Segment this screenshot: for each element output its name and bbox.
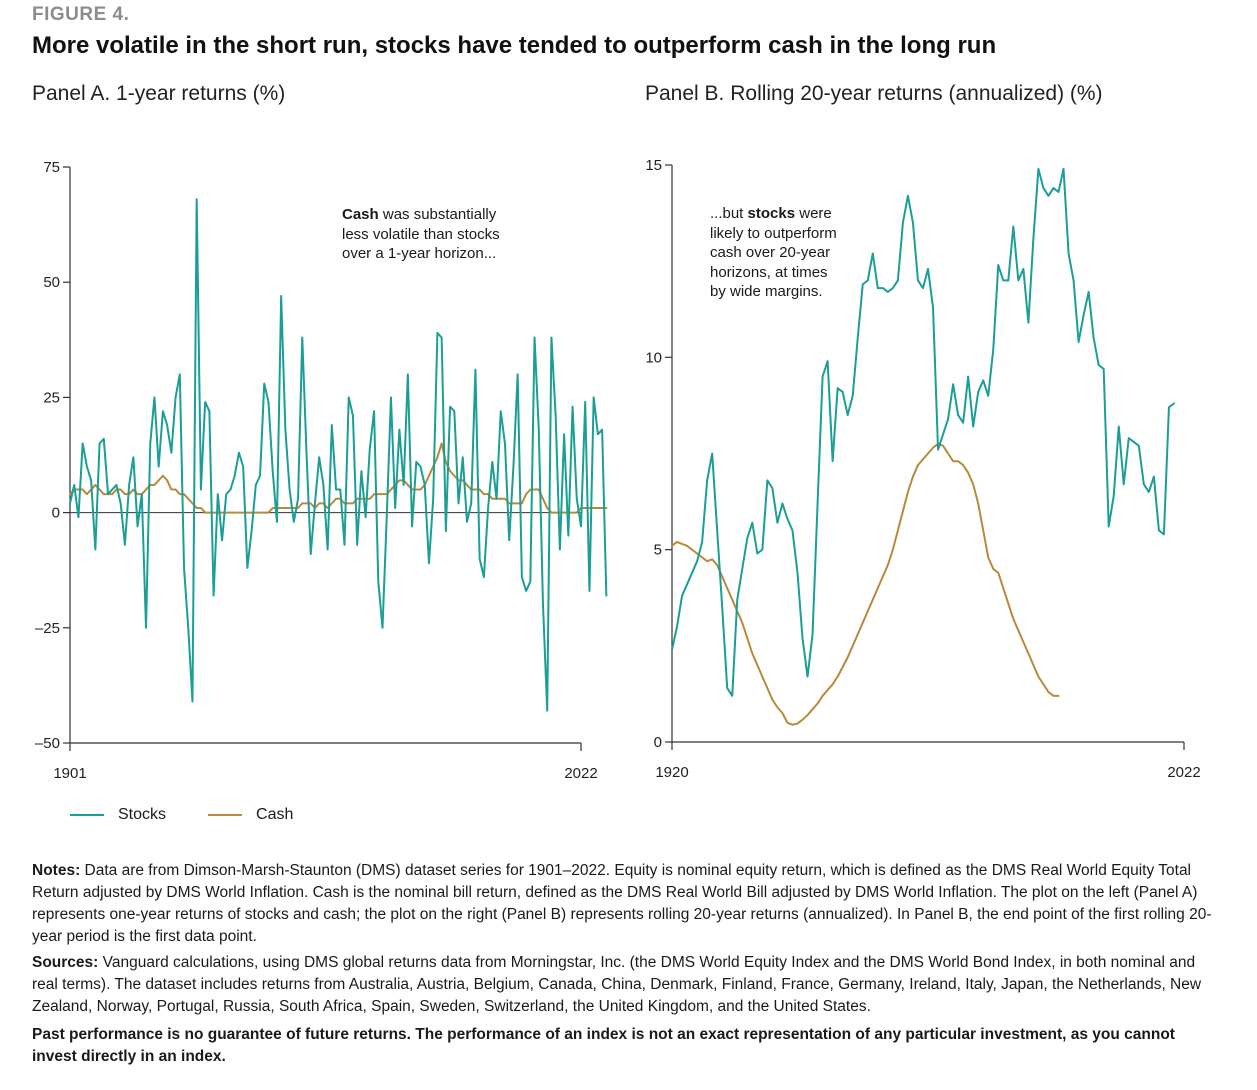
annotation-text: were <box>795 205 832 222</box>
panelA-y-tick-label: –50 <box>35 735 60 752</box>
panelB-cash-line <box>671 442 1060 726</box>
annotation-text: ...but <box>710 205 748 222</box>
sources-label: Sources: <box>32 954 99 971</box>
annotation-text: was substantially <box>378 206 497 223</box>
legend-label-cash: Cash <box>256 806 294 823</box>
panelA-x-tick-label: 1901 <box>53 765 86 782</box>
annotation-bold-stocks: stocks <box>747 205 796 222</box>
panelB-y-tick-label: 0 <box>654 734 662 751</box>
legend: Stocks Cash <box>70 806 335 824</box>
panelB-x-tick-label: 1920 <box>655 764 688 781</box>
annotation-line: less volatile than stocks <box>342 225 500 243</box>
panelA-y-tick-label: 75 <box>43 159 60 176</box>
annotation-line: over a 1-year horizon... <box>342 245 497 262</box>
figure-title: More volatile in the short run, stocks h… <box>32 32 997 59</box>
panel-a-annotation: Cash was substantially less volatile tha… <box>342 205 500 264</box>
panelA-y-tick-label: 50 <box>43 274 60 291</box>
legend-label-stocks: Stocks <box>118 806 167 823</box>
panelB-y-tick-label: 5 <box>654 542 662 559</box>
annotation-line: cash over 20-year <box>710 244 831 261</box>
panelA-y-tick-label: –25 <box>35 620 60 637</box>
legend-item-stocks: Stocks <box>70 806 166 824</box>
disclaimer: Past performance is no guarantee of futu… <box>32 1026 1175 1065</box>
annotation-line: by wide margins. <box>710 283 823 300</box>
panelB-stocks-line <box>671 167 1175 697</box>
notes-paragraph: Notes: Data are from Dimson-Marsh-Staunt… <box>32 860 1222 948</box>
legend-swatch-cash <box>208 814 243 816</box>
panelA-cash-line <box>69 442 608 514</box>
panel-b-title: Panel B. Rolling 20-year returns (annual… <box>645 82 1103 105</box>
annotation-line: horizons, at times <box>710 263 828 281</box>
panelB-x-tick-label: 2022 <box>1167 764 1200 781</box>
panelA-stocks-line <box>69 198 608 712</box>
panelB-y-tick-label: 15 <box>645 157 662 174</box>
panel-a-title: Panel A. 1-year returns (%) <box>32 82 286 105</box>
panelA-y-tick-label: 25 <box>43 389 60 406</box>
annotation-line: likely to outperform <box>710 224 837 242</box>
notes-text: Data are from Dimson-Marsh-Staunton (DMS… <box>32 862 1212 945</box>
notes-block: Notes: Data are from Dimson-Marsh-Staunt… <box>32 860 1222 1072</box>
notes-label: Notes: <box>32 862 81 879</box>
sources-text: Vanguard calculations, using DMS global … <box>32 954 1202 1015</box>
annotation-bold-cash: Cash <box>342 206 379 223</box>
panelA-x-tick-label: 2022 <box>564 765 597 782</box>
figure-label: FIGURE 4. <box>32 4 130 25</box>
sources-paragraph: Sources: Vanguard calculations, using DM… <box>32 952 1222 1018</box>
panelB-y-tick-label: 10 <box>645 349 662 366</box>
panelA-y-tick-label: 0 <box>52 505 60 522</box>
panel-b-annotation: ...but stocks were likely to outperform … <box>710 204 837 302</box>
legend-swatch-stocks <box>70 814 104 816</box>
legend-item-cash: Cash <box>208 806 293 824</box>
